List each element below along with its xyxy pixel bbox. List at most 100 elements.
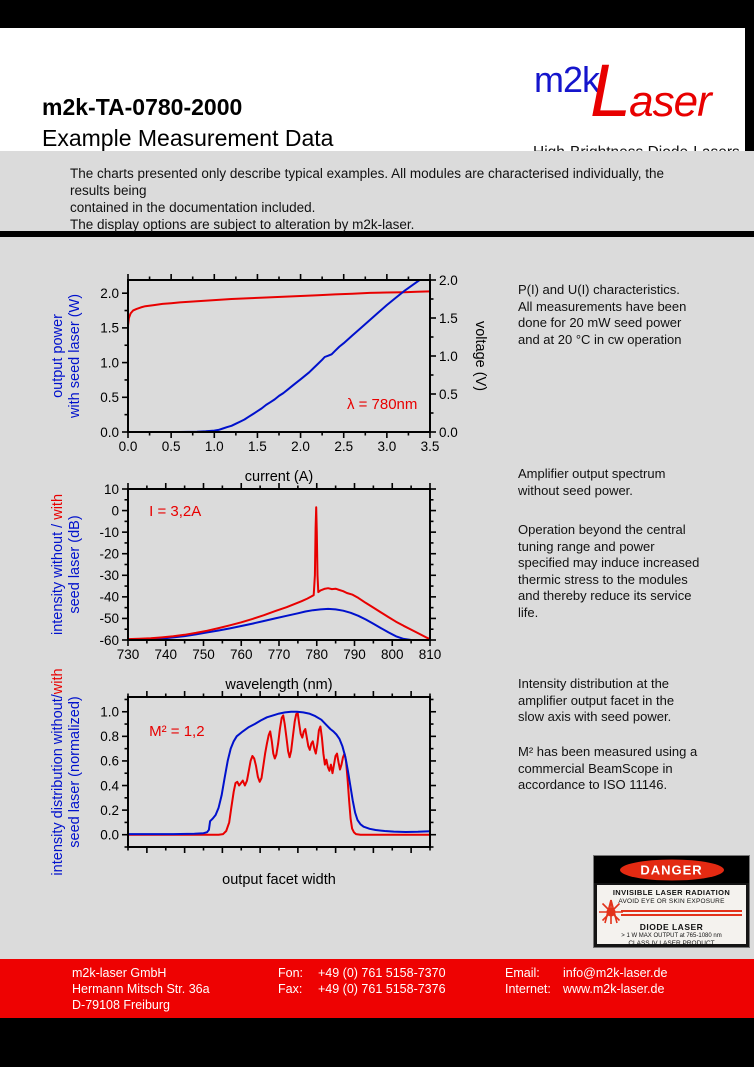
svg-text:seed laser (normalized): seed laser (normalized) [67,696,83,848]
footer-phone-values: +49 (0) 761 5158-7370 +49 (0) 761 5158-7… [318,965,446,997]
svg-text:10: 10 [104,482,119,497]
danger-line-radiation: INVISIBLE LASER RADIATION [612,888,731,897]
output-spectrum-chart: 730 740 750 760 770 780 790 800 810 10 0 -10 -20 -30 -… [50,482,442,693]
side-note-operation-warning: Operation beyond the central tuning rang… [518,522,700,620]
svg-text:voltage (V): voltage (V) [472,321,488,391]
svg-text:2.5: 2.5 [334,439,353,454]
svg-text:-30: -30 [99,568,119,583]
svg-text:1.0: 1.0 [439,349,458,364]
danger-red-rules [621,910,742,918]
side-note-m2: M² has been measured using a commercial … [518,744,698,792]
svg-text:0.8: 0.8 [100,729,119,744]
svg-text:1.5: 1.5 [100,321,119,336]
danger-label-top: DANGER [594,856,749,883]
svg-text:770: 770 [268,647,291,662]
svg-text:output facet width: output facet width [222,872,336,888]
svg-text:-50: -50 [99,611,119,626]
svg-text:seed laser (dB): seed laser (dB) [67,515,83,613]
svg-text:with seed laser (W): with seed laser (W) [67,294,83,419]
svg-text:intensity distribution without: intensity distribution without/with [50,668,66,875]
title-block: m2k-TA-0780-2000 Example Measurement Dat… [42,92,333,154]
danger-label: DANGER INVISIBLE LASER RADIATION AVOID E… [593,855,750,948]
footer-address: m2k-laser GmbH Hermann Mitsch Str. 36a D… [72,965,210,1013]
svg-text:I = 3,2A: I = 3,2A [149,503,201,520]
svg-text:1.5: 1.5 [248,439,267,454]
svg-text:0: 0 [111,503,119,518]
danger-word: DANGER [640,862,703,877]
company-city: D-79108 Freiburg [72,998,170,1012]
logo-m2k: m2k [534,59,600,100]
svg-text:0.0: 0.0 [119,439,138,454]
svg-text:1.0: 1.0 [100,355,119,370]
fax-value: +49 (0) 761 5158-7376 [318,982,446,996]
svg-text:800: 800 [381,647,404,662]
svg-text:λ = 780nm: λ = 780nm [347,396,417,413]
svg-text:-10: -10 [99,525,119,540]
danger-line-output: > 1 W MAX OUTPUT at 765-1080 nm [621,933,722,939]
product-title: m2k-TA-0780-2000 [42,94,243,120]
svg-text:0.4: 0.4 [100,778,119,793]
logo-laser-rest: aser [629,77,712,126]
danger-line-diode-laser: DIODE LASER [639,922,704,932]
side-note-intensity: Intensity distribution at the amplifier … [518,676,675,724]
email-value: info@m2k-laser.de [563,966,668,980]
svg-text:output power: output power [50,314,66,398]
svg-text:0.5: 0.5 [439,387,458,402]
internet-value: www.m2k-laser.de [563,982,665,996]
footer-phone-labels: Fon: Fax: [278,965,303,997]
footer-contact-band: m2k-laser GmbH Hermann Mitsch Str. 36a D… [0,959,754,1018]
danger-line-avoid: AVOID EYE OR SKIN EXPOSURE [618,898,725,905]
svg-text:-20: -20 [99,547,119,562]
side-note-pi-ui: P(I) and U(I) characteristics. All measu… [518,282,687,347]
header-black-strip [745,0,754,151]
svg-text:790: 790 [343,647,366,662]
svg-text:3.5: 3.5 [421,439,440,454]
footer-web-labels: Email: Internet: [505,965,551,997]
svg-text:intensity without / with: intensity without / with [50,494,66,635]
svg-text:1.0: 1.0 [205,439,224,454]
svg-text:780: 780 [305,647,328,662]
side-note-spectrum: Amplifier output spectrum without seed p… [518,466,666,498]
company-street: Hermann Mitsch Str. 36a [72,982,210,996]
footer-web-values: info@m2k-laser.de www.m2k-laser.de [563,965,667,997]
svg-text:wavelength (nm): wavelength (nm) [224,677,332,693]
fax-label: Fax: [278,982,303,996]
svg-text:2.0: 2.0 [291,439,310,454]
email-label: Email: [505,966,540,980]
logo-laser-initial: L [590,49,631,132]
notice-band: The charts presented only describe typic… [0,151,754,232]
pi-ui-characteristics-chart: 0.0 0.5 1.0 1.5 2.0 2.5 3.0 3.50.00.51.01.52.00… [50,273,488,485]
svg-text:2.0: 2.0 [100,286,119,301]
svg-text:740: 740 [154,647,177,662]
intensity-distribution-chart: 0.0 0.2 0.4 0.6 0.8 1.0 output facet width inte… [50,668,436,888]
svg-text:2.0: 2.0 [439,273,458,288]
svg-text:-40: -40 [99,590,119,605]
company-name: m2k-laser GmbH [72,966,167,980]
main-content-area [0,237,754,959]
svg-text:0.0: 0.0 [100,425,119,440]
danger-line-class: CLASS IV LASER PRODUCT [628,940,715,947]
svg-text:0.0: 0.0 [100,828,119,843]
notice-text: The charts presented only describe typic… [70,166,665,232]
svg-text:0.5: 0.5 [162,439,181,454]
danger-oval: DANGER [619,859,724,880]
svg-text:810: 810 [419,647,442,662]
svg-text:0.5: 0.5 [100,390,119,405]
svg-text:0.0: 0.0 [439,425,458,440]
svg-text:current (A): current (A) [245,469,314,485]
svg-text:3.0: 3.0 [377,439,396,454]
header: m2k-TA-0780-2000 Example Measurement Dat… [0,28,754,161]
product-subtitle: Example Measurement Data [42,125,334,151]
svg-text:1.0: 1.0 [100,705,119,720]
fon-value: +49 (0) 761 5158-7370 [318,966,446,980]
svg-text:-60: -60 [99,633,119,648]
svg-text:760: 760 [230,647,253,662]
internet-label: Internet: [505,982,551,996]
svg-text:0.6: 0.6 [100,754,119,769]
fon-label: Fon: [278,966,304,980]
svg-text:0.2: 0.2 [100,803,119,818]
danger-label-body: INVISIBLE LASER RADIATION AVOID EYE OR S… [597,885,746,947]
svg-text:M² = 1,2: M² = 1,2 [149,723,204,740]
